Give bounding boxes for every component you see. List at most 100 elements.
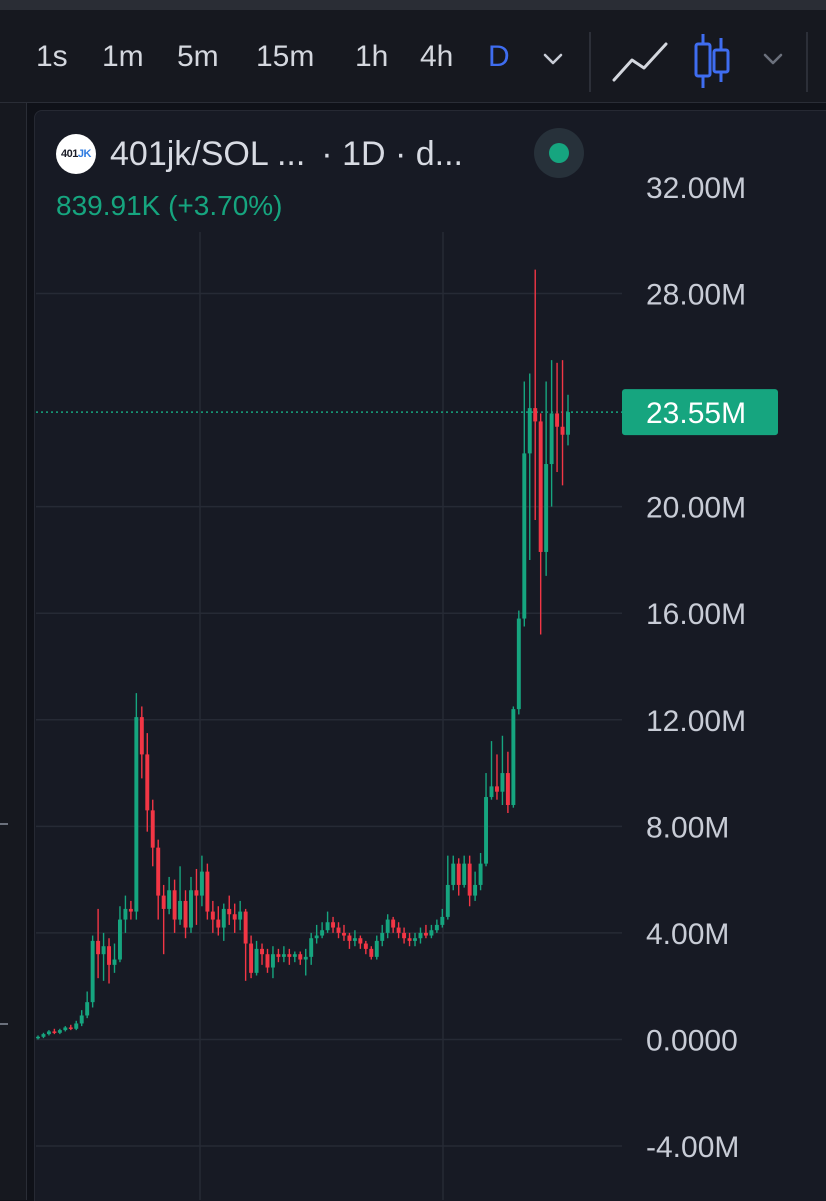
candle-body	[194, 890, 199, 896]
candle-body	[183, 900, 188, 928]
line-chart-icon[interactable]	[610, 36, 670, 86]
candle-body	[352, 938, 357, 941]
candle-body	[331, 922, 336, 928]
chevron-down-icon[interactable]	[760, 50, 786, 68]
candle-body	[522, 453, 527, 619]
timeframe-4h[interactable]: 4h	[420, 40, 454, 73]
candle-body	[63, 1027, 68, 1031]
candle-body	[369, 948, 374, 957]
candle-body	[161, 895, 166, 909]
y-tick-label: 4.00M	[646, 918, 729, 951]
candle-body	[566, 412, 570, 435]
candle-body	[396, 927, 401, 933]
candle-body	[320, 930, 325, 936]
toolbar-divider	[806, 32, 808, 92]
candle-body	[52, 1031, 57, 1033]
candle-body	[287, 954, 292, 957]
candlestick-icon[interactable]	[692, 30, 732, 92]
last-price-label: 23.55M	[646, 397, 746, 430]
candle-body	[210, 911, 215, 920]
candle-body	[489, 786, 494, 798]
candle-body	[57, 1030, 62, 1033]
candle-body	[172, 890, 177, 920]
candle-body	[96, 940, 101, 955]
candle-body	[533, 408, 538, 422]
candle-body	[363, 943, 368, 949]
timeframe-1h[interactable]: 1h	[355, 40, 389, 73]
y-tick-label: 0.0000	[646, 1024, 738, 1057]
candle-body	[265, 954, 270, 968]
window-top-strip	[0, 0, 826, 10]
candle-body	[216, 919, 221, 928]
candle-body	[342, 932, 346, 936]
candle-body	[511, 709, 516, 806]
candle-body	[413, 938, 417, 941]
candle-body	[473, 884, 478, 896]
candle-body	[90, 940, 95, 1003]
candle-body	[199, 871, 204, 896]
candle-body	[221, 908, 226, 928]
timeframe-1s[interactable]: 1s	[36, 40, 68, 73]
candle-body	[451, 863, 456, 885]
candle-body	[36, 1036, 40, 1039]
candle-body	[484, 797, 489, 864]
symbol-interval: · 1D · d...	[321, 134, 463, 173]
candle-body	[560, 426, 565, 435]
symbol-name[interactable]: 401jk/SOL ...	[110, 134, 306, 173]
candle-body	[74, 1023, 79, 1029]
candle-body	[276, 954, 281, 957]
candle-body	[68, 1027, 73, 1029]
candle-body	[538, 421, 543, 552]
timeframe-5m[interactable]: 5m	[177, 40, 219, 73]
candle-body	[549, 413, 554, 465]
candle-body	[249, 943, 254, 973]
candle-body	[112, 959, 117, 965]
y-tick-label: -4.00M	[646, 1131, 739, 1164]
candle-body	[243, 911, 248, 944]
candle-body	[292, 954, 297, 957]
candle-body	[232, 914, 237, 920]
candle-body	[555, 413, 560, 427]
candle-body	[478, 863, 483, 885]
timeframe-15m[interactable]: 15m	[256, 40, 315, 73]
candle-body	[407, 938, 412, 941]
candle-body	[500, 773, 505, 792]
y-tick-label: 28.00M	[646, 279, 746, 312]
candle-body	[117, 919, 122, 960]
candle-body	[205, 871, 210, 912]
last-price-badge	[622, 389, 778, 436]
y-tick-label: 32.00M	[646, 172, 746, 205]
price-change: 839.91K (+3.70%)	[56, 190, 283, 221]
candle-body	[41, 1034, 46, 1037]
candle-body	[440, 916, 445, 925]
candle-body	[505, 773, 510, 806]
candle-body	[445, 884, 450, 917]
chevron-down-icon[interactable]	[540, 50, 566, 68]
candle-body	[145, 754, 150, 811]
candle-body	[462, 863, 467, 885]
candle-body	[467, 863, 472, 896]
candle-body	[336, 927, 341, 933]
candle-body	[189, 890, 193, 928]
candle-body	[281, 954, 286, 957]
candle-body	[107, 946, 111, 965]
candle-body	[380, 932, 385, 941]
candle-body	[254, 948, 259, 973]
left-side-panel	[0, 103, 27, 1200]
candle-body	[128, 908, 133, 912]
chart-panel[interactable]	[34, 110, 826, 1201]
toolbar-divider	[589, 32, 591, 92]
timeframe-d[interactable]: D	[488, 40, 510, 73]
candle-body	[527, 408, 532, 454]
timeframe-1m[interactable]: 1m	[102, 40, 144, 73]
candle-body	[429, 930, 434, 936]
candle-body	[544, 464, 549, 552]
candle-body	[46, 1031, 51, 1035]
candle-body	[227, 908, 232, 915]
market-status-indicator[interactable]	[534, 128, 584, 178]
candle-body	[298, 954, 303, 960]
candle-body	[167, 890, 172, 909]
y-tick-label: 12.00M	[646, 705, 746, 738]
symbol-legend[interactable]: 401 JK 401jk/SOL ... · 1D · d...	[56, 132, 463, 176]
